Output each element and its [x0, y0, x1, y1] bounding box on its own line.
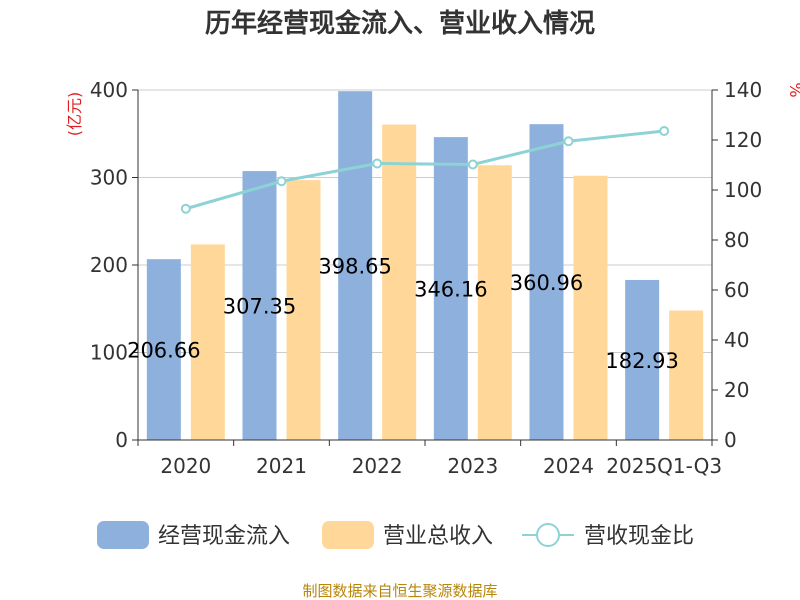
right-axis-tick-label: 60 [724, 278, 749, 302]
revenue-bar [573, 175, 608, 440]
chart-title: 历年经营现金流入、营业收入情况 [205, 8, 595, 39]
cash-inflow-data-label: 307.35 [223, 295, 296, 319]
right-axis-tick-label: 40 [724, 328, 749, 352]
grid-lines [138, 89, 712, 353]
ratio-point [659, 126, 670, 136]
cash-inflow-bar [146, 259, 181, 440]
right-axis-tick-label: 140 [724, 78, 762, 102]
legend-label-ratio: 营收现金比 [584, 524, 694, 549]
x-axis-tick-label: 2021 [256, 454, 307, 478]
x-axis-tick-label: 2024 [543, 454, 594, 478]
cash-inflow-bar [433, 137, 468, 441]
right-axis-tick-label: 0 [724, 428, 737, 452]
source-note: 制图数据来自恒生聚源数据库 [302, 582, 497, 600]
cash-inflow-data-label: 206.66 [127, 339, 200, 363]
legend-label-revenue: 营业总收入 [383, 524, 493, 549]
x-axis-tick-label: 2023 [447, 454, 498, 478]
revenue-bar [669, 310, 704, 440]
right-axis-tick-label: 100 [724, 178, 762, 202]
left-axis-tick-label: 300 [90, 166, 128, 190]
right-axis-tick-label: 20 [724, 378, 749, 402]
cash-inflow-data-label: 360.96 [510, 271, 583, 295]
cash-inflow-data-label: 398.65 [318, 255, 391, 279]
ratio-line-series [180, 126, 670, 214]
x-axis-tick-label: 2022 [352, 454, 403, 478]
x-axis-tick-label: 2020 [160, 454, 211, 478]
axes: 0 100 200 300 400 0 20 40 60 80 100 120 140 2020 2021 2… [90, 78, 762, 478]
left-axis-tick-label: 400 [90, 78, 128, 102]
revenue-bar [477, 165, 512, 440]
ratio-point [467, 159, 478, 170]
ratio-point [563, 136, 574, 147]
legend-swatch-ratio-marker [536, 523, 560, 547]
legend-swatch-cash-inflow [97, 521, 149, 549]
cash-inflow-data-label: 346.16 [414, 278, 487, 302]
ratio-line [185, 129, 665, 211]
revenue-bar [286, 180, 321, 440]
revenue-bar [190, 244, 225, 440]
cash-inflow-bar [625, 279, 660, 440]
cash-inflow-bar [529, 124, 564, 440]
revenue-bar [382, 124, 417, 440]
left-axis-tick-label: 0 [115, 428, 128, 452]
left-axis-unit: (亿元) [65, 92, 84, 137]
right-axis-tick-label: 80 [724, 228, 749, 252]
legend: 经营现金流入 营业总收入 营收现金比 [97, 521, 694, 549]
right-axis-unit: % [786, 82, 800, 97]
cash-inflow-data-label: 182.93 [605, 349, 678, 373]
ratio-point [180, 203, 191, 214]
data-labels: 206.66 307.35 398.65 346.16 360.96 182.93 [127, 255, 679, 373]
x-axis-tick-label: 2025Q1-Q3 [606, 454, 722, 478]
right-axis-tick-label: 120 [724, 128, 762, 152]
ratio-point [276, 176, 287, 187]
cash-inflow-bar [338, 91, 373, 441]
left-axis-tick-label: 200 [90, 253, 128, 277]
bar-series [146, 91, 704, 441]
legend-swatch-revenue [322, 521, 374, 549]
ratio-point [372, 158, 383, 169]
cash-inflow-bar [242, 171, 277, 440]
legend-label-cash-inflow: 经营现金流入 [158, 524, 290, 549]
left-axis-tick-label: 100 [90, 341, 128, 365]
